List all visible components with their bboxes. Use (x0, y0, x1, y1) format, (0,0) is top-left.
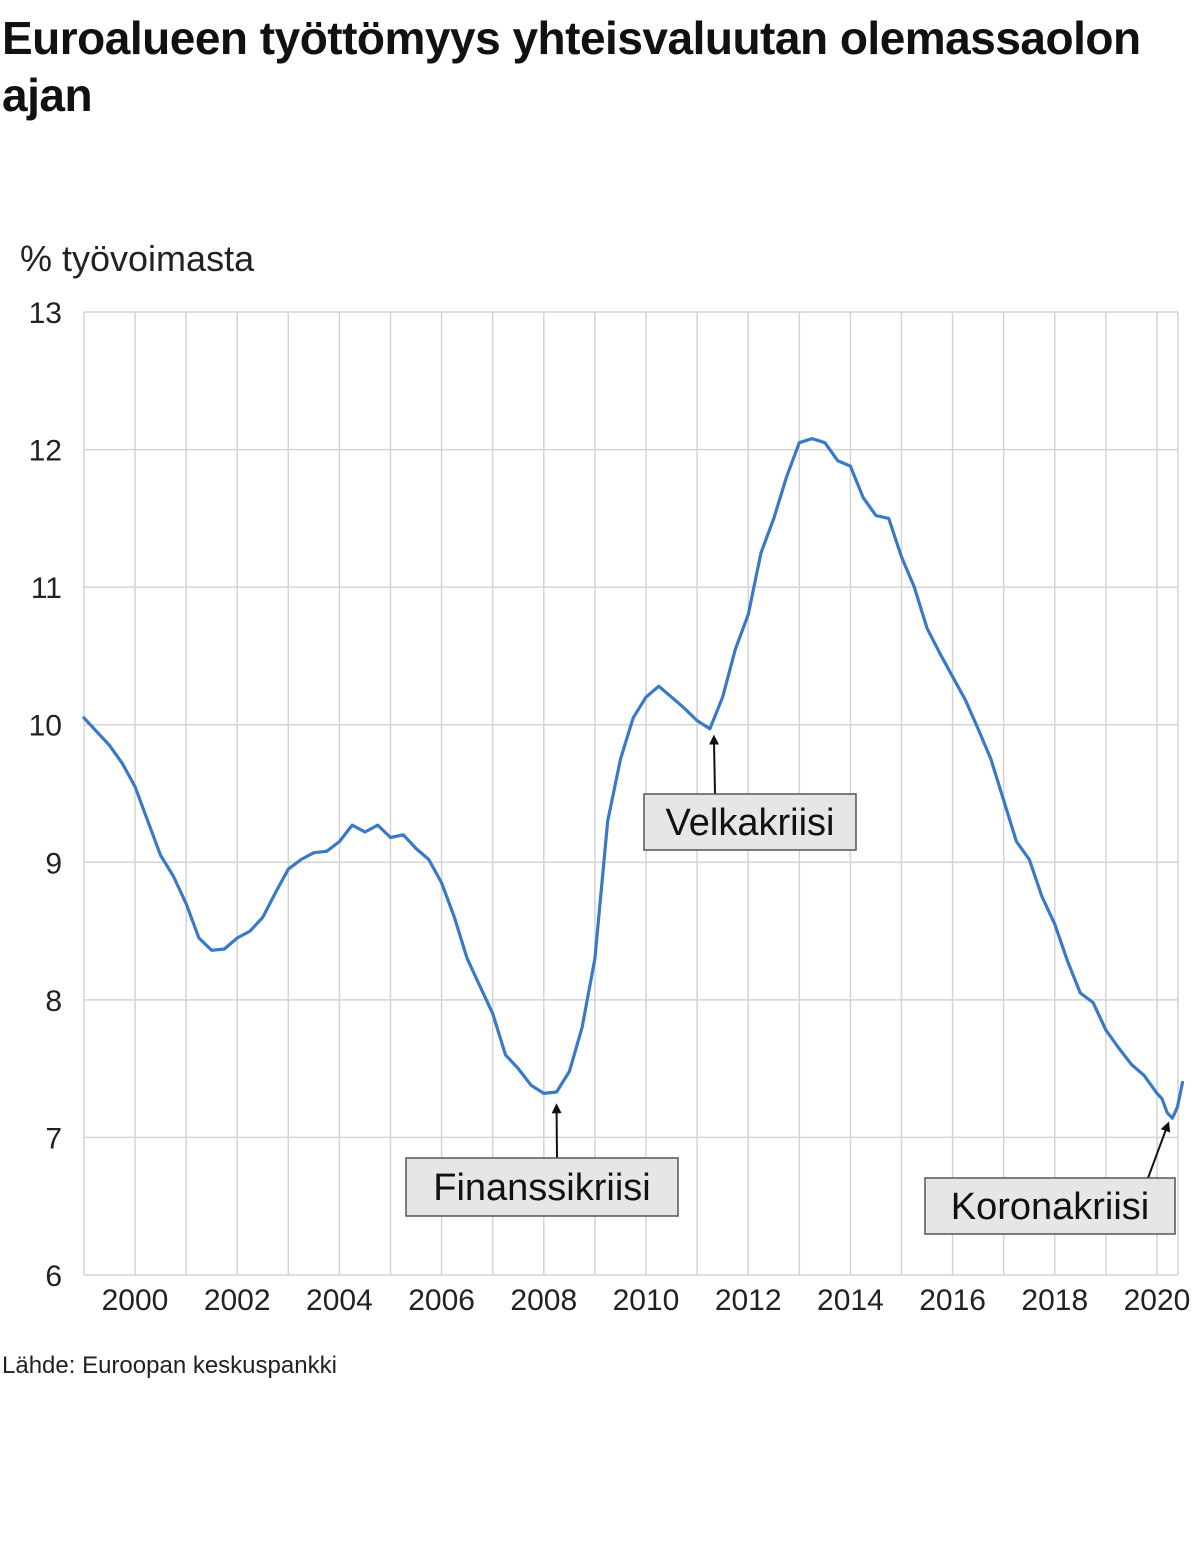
chart-title: Euroalueen työttömyys yhteisvaluutan ole… (2, 12, 1141, 121)
y-axis-label: % työvoimasta (20, 238, 255, 279)
annotation-box (405, 1157, 679, 1217)
grid (83, 311, 1179, 1276)
annotation-label: Finanssikriisi (433, 1167, 650, 1209)
annotation-box (924, 1177, 1176, 1235)
x-tick-label: 2020 (1124, 1284, 1191, 1317)
y-tick-label: 11 (31, 572, 62, 605)
x-tick-label: 2004 (306, 1284, 373, 1317)
y-tick-label: 9 (45, 847, 62, 880)
y-tick-labels: 6 7 8 9 10 11 12 13 (29, 297, 62, 1293)
x-tick-label: 2006 (408, 1284, 475, 1317)
annotation-label: Velkakriisi (666, 802, 835, 844)
x-tick-label: 2014 (817, 1284, 884, 1317)
annotation-arrow (1147, 1121, 1171, 1179)
series-group (82, 437, 1185, 1120)
x-tick-label: 2010 (613, 1284, 680, 1317)
y-tick-label: 6 (45, 1260, 62, 1293)
x-tick-label: 2018 (1021, 1284, 1088, 1317)
annotation-box (643, 793, 857, 851)
x-tick-label: 2012 (715, 1284, 782, 1317)
y-tick-label: 13 (29, 297, 62, 330)
annotation-label: Koronakriisi (951, 1186, 1150, 1228)
source-note: Lähde: Euroopan keskuspankki (2, 1352, 337, 1379)
y-tick-label: 12 (29, 435, 62, 468)
annotation: Finanssikriisi (405, 1103, 679, 1217)
y-tick-label: 7 (45, 1122, 62, 1155)
annotation-arrow (709, 734, 720, 795)
x-tick-label: 2000 (102, 1284, 169, 1317)
y-tick-label: 8 (45, 985, 62, 1018)
x-tick-label: 2002 (204, 1284, 271, 1317)
annotations: Velkakriisi Finanssikriisi Koronakriisi (405, 734, 1176, 1235)
x-tick-label: 2008 (510, 1284, 577, 1317)
x-tick-label: 2016 (919, 1284, 986, 1317)
y-tick-label: 10 (29, 710, 62, 743)
annotation: Koronakriisi (924, 1121, 1176, 1235)
x-tick-labels: 2000 2002 2004 2006 2008 2010 2012 2014 2016 2018… (102, 1284, 1191, 1317)
series-line (82, 437, 1185, 1120)
annotation: Velkakriisi (643, 734, 857, 851)
